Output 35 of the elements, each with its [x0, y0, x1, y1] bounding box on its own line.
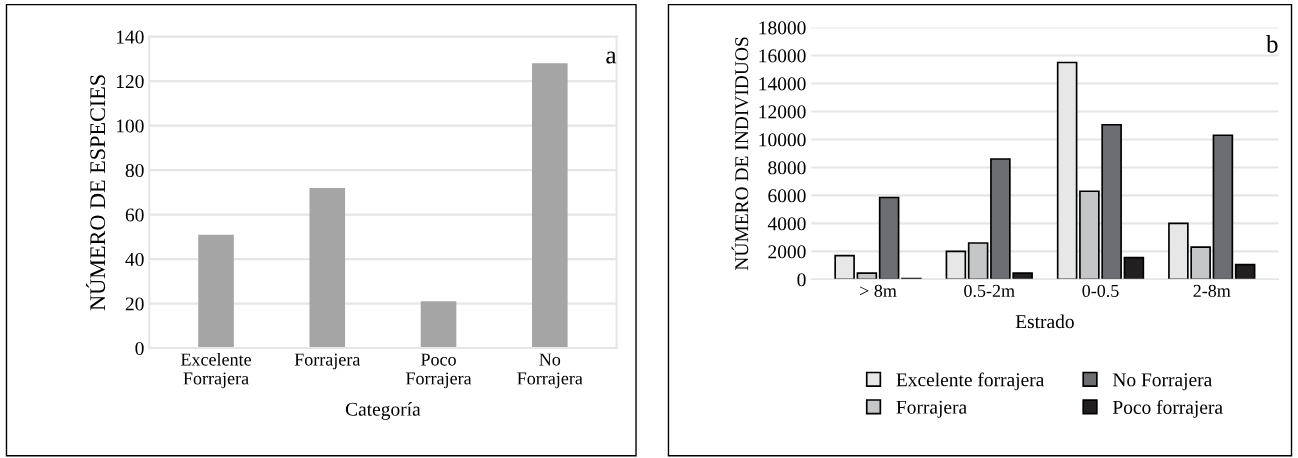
y-tick-label: 40: [125, 252, 144, 267]
y-tick-label: 120: [116, 74, 144, 89]
annotation: b: [1266, 35, 1278, 53]
y-tick-label: 60: [125, 208, 144, 222]
annotation: a: [606, 51, 617, 64]
x-tick-label: No Forrajera: [517, 353, 583, 389]
y-tick-label: 2000: [768, 245, 806, 259]
y-tick-label: 18000: [759, 21, 806, 35]
y-tick-label: 140: [116, 30, 144, 44]
y-tick-label: 20: [125, 297, 144, 311]
x-axis-title: Estrado: [1015, 314, 1074, 329]
y-tick-label: 0: [797, 273, 806, 287]
y-tick-label: 100: [116, 119, 144, 133]
x-tick-label: 0.5-2m: [964, 284, 1015, 298]
legend-label: Excelente forrajera: [896, 372, 1045, 391]
x-tick-label: 2-8m: [1193, 284, 1231, 297]
y-tick-label: 0: [135, 341, 144, 356]
x-axis-title: Categoría: [345, 402, 421, 420]
y-tick-label: 4000: [767, 217, 806, 231]
y-tick-label: 8000: [768, 161, 806, 175]
x-tick-label: Forrajera: [294, 353, 361, 370]
y-tick-label: 80: [125, 163, 144, 178]
x-tick-label: 0-0.5: [1082, 284, 1119, 298]
x-tick-label: Excelente Forrajera: [180, 352, 251, 389]
y-axis-title: NÚMERO DE INDIVIDUOS: [731, 37, 749, 271]
legend-label: Forrajera: [896, 400, 967, 418]
y-tick-label: 12000: [759, 105, 806, 119]
x-tick-label: Poco Forrajera: [405, 353, 472, 389]
y-tick-label: 16000: [759, 49, 806, 63]
y-tick-label: 14000: [759, 77, 806, 91]
y-axis-title: NÚMERO DE ESPECIES: [85, 75, 106, 311]
legend-label: Poco forrajera: [1112, 400, 1223, 418]
y-tick-label: 6000: [768, 189, 806, 203]
x-tick-label: > 8m: [860, 284, 897, 297]
y-tick-label: 10000: [759, 133, 806, 147]
